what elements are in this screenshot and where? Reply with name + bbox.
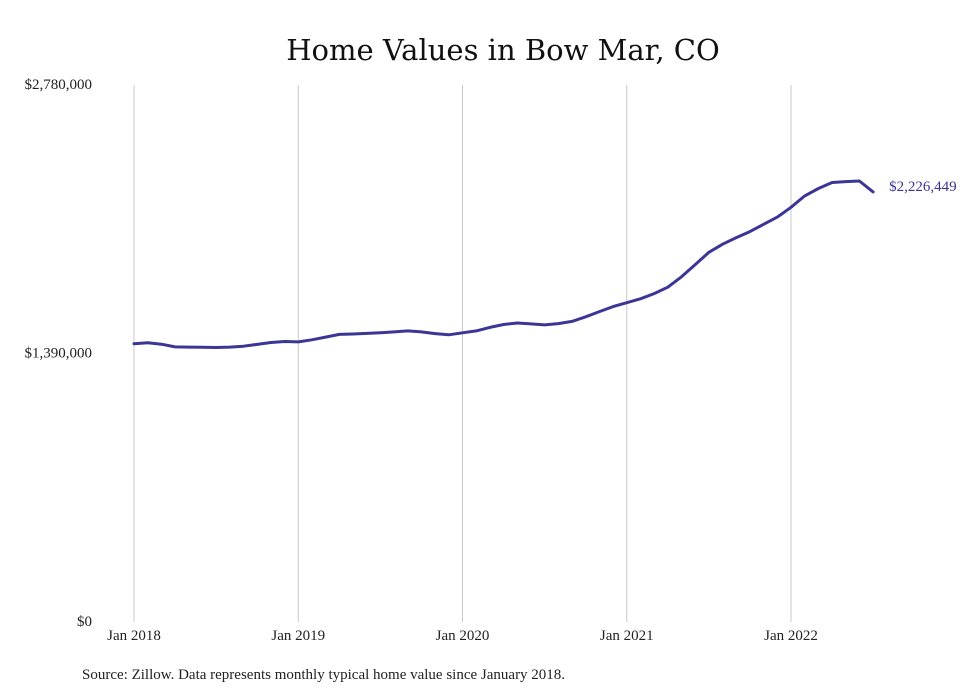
end-value-label: $2,226,449 — [889, 179, 957, 195]
y-tick-label: $2,780,000 — [25, 77, 93, 93]
x-tick-label: Jan 2018 — [107, 628, 161, 644]
series-line — [132, 179, 875, 349]
x-tick-label: Jan 2021 — [600, 628, 654, 644]
chart-title: Home Values in Bow Mar, CO — [286, 33, 719, 67]
source-note: Source: Zillow. Data represents monthly … — [82, 667, 566, 683]
x-tick-label: Jan 2019 — [271, 628, 325, 644]
x-tick-label: Jan 2022 — [764, 628, 818, 644]
y-axis-ticks: $0 $1,390,000 $2,780,000 — [25, 77, 93, 630]
x-axis-ticks: Jan 2018 Jan 2019 Jan 2020 Jan 2021 Jan 2022 — [107, 628, 818, 644]
y-tick-label: $0 — [77, 614, 92, 630]
x-tick-label: Jan 2020 — [436, 628, 490, 644]
grid-lines — [133, 85, 792, 622]
y-tick-label: $1,390,000 — [25, 346, 93, 362]
